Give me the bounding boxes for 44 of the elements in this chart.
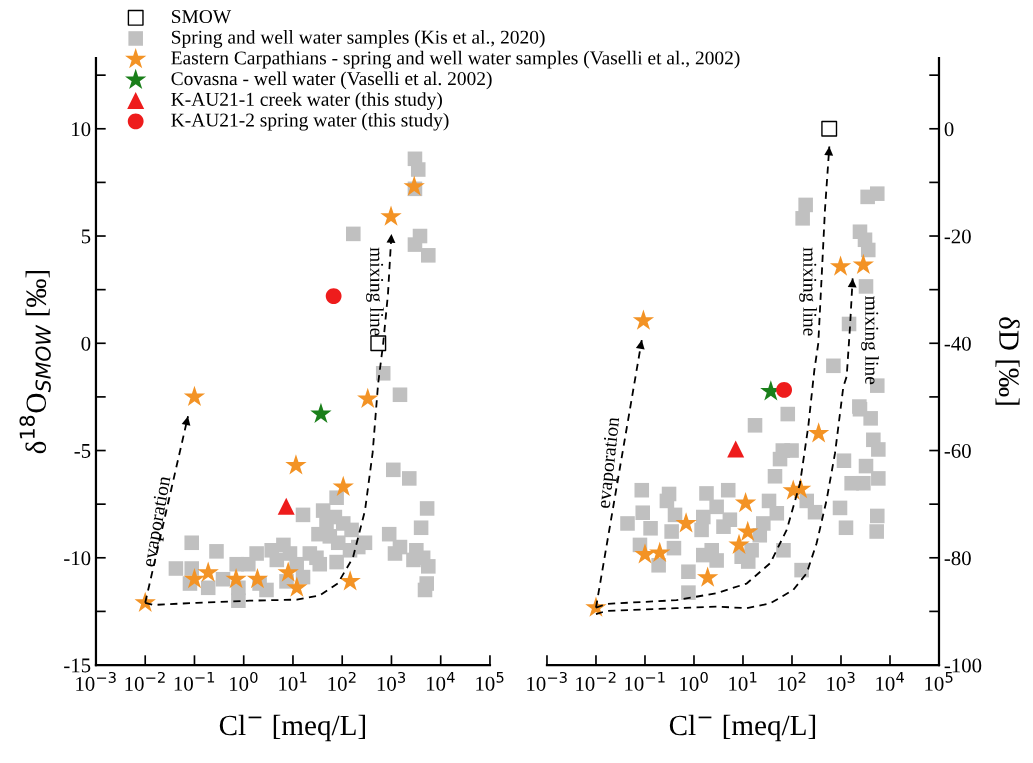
y-tick-label: -5	[74, 444, 91, 458]
y-axis-title: δ$^{18}$O$_{SMOW}$ [‰]	[19, 270, 51, 454]
x-tick-label: 10$^{4}$	[876, 671, 904, 691]
x-tick-label: 10$^{1}$	[729, 671, 757, 691]
x-tick-label: 10$^{−1}$	[625, 671, 665, 691]
y-tick-label: -80	[944, 551, 971, 566]
legend-label: SMOW	[171, 10, 232, 24]
y-tick-label: -100	[944, 658, 982, 673]
x-tick-label: 10$^{3}$	[377, 671, 406, 691]
y-tick-label: -10	[64, 551, 91, 566]
x-tick-label: 10$^{1}$	[279, 671, 307, 691]
x-axis-title: Cl$^{−}$ [meq/L]	[669, 714, 816, 742]
x-tick-label: 10$^{0}$	[230, 671, 258, 691]
legend-label: K-AU21-2 spring water (this study)	[171, 112, 449, 131]
x-axis-title: Cl$^{−}$ [meq/L]	[219, 714, 366, 742]
x-tick-label: 10$^{3}$	[827, 671, 855, 691]
annotation: mixing line	[366, 247, 384, 336]
y-tick-label: -15	[64, 658, 91, 673]
legend-label: Spring and well water samples (Kis et al., 2020)	[171, 30, 545, 48]
x-tick-label: 10$^{5}$	[925, 671, 953, 691]
y-tick-label: 5	[81, 229, 91, 244]
legend-label: K-AU21-1 creek water (this study)	[171, 92, 442, 110]
annotation: mixing line	[861, 296, 879, 385]
x-tick-label: 10$^{−1}$	[174, 671, 215, 691]
x-tick-label: 10$^{−2}$	[125, 671, 165, 691]
legend-label: Eastern Carpathians - spring and well water samples (Vaselli et al., 2002)	[171, 50, 740, 69]
x-tick-label: 10$^{4}$	[427, 671, 455, 691]
annotation: mixing line	[799, 247, 817, 336]
annotation: evaporation	[596, 416, 624, 509]
x-tick-label: 10$^{2}$	[778, 671, 806, 691]
x-tick-label: 10$^{2}$	[328, 671, 356, 691]
y-axis-title: δD [‰]	[995, 317, 1020, 405]
legend-label: Covasna - well water (Vaselli et al. 2002)	[171, 71, 492, 90]
x-tick-label: 10$^{5}$	[476, 671, 504, 691]
y-tick-label: 10	[72, 122, 91, 137]
y-tick-label: 0	[81, 336, 91, 351]
y-tick-label: -60	[944, 443, 971, 458]
x-tick-label: 10$^{−3}$	[527, 671, 567, 691]
x-tick-label: 10$^{−2}$	[576, 671, 616, 691]
y-tick-label: -40	[944, 336, 971, 351]
annotation: evaporation	[141, 475, 175, 568]
y-tick-label: -20	[944, 229, 971, 244]
y-tick-label: 0	[944, 122, 954, 137]
x-tick-label: 10$^{0}$	[680, 671, 708, 691]
